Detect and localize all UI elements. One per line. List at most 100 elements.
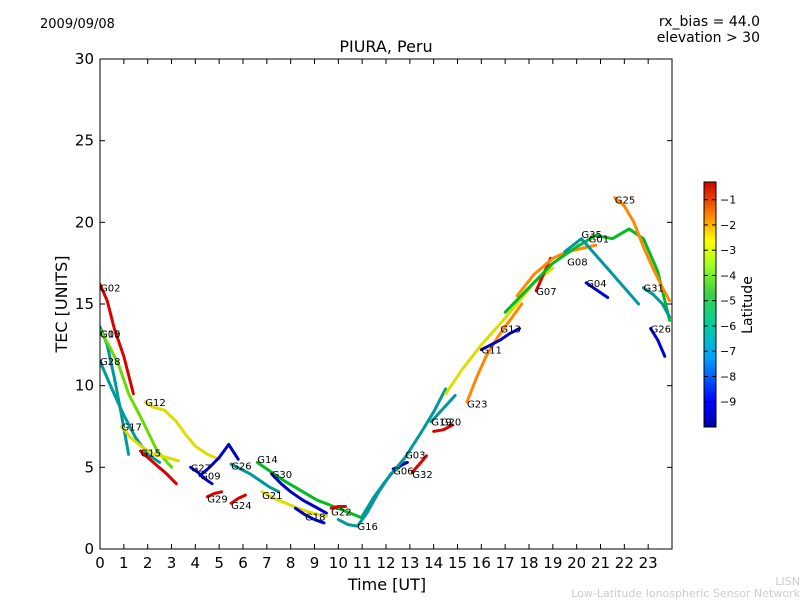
series-g17 bbox=[120, 425, 181, 463]
x-tick-label: 6 bbox=[238, 554, 248, 572]
y-tick-label: 0 bbox=[84, 540, 94, 558]
series-g09 bbox=[198, 443, 240, 477]
series-g31 bbox=[641, 286, 672, 319]
colorbar-tick-label: −5 bbox=[720, 295, 736, 308]
y-axis: 0 5 10 15 20 25 30 bbox=[75, 50, 672, 558]
series-label-g11: G11 bbox=[481, 346, 501, 357]
x-tick-label: 5 bbox=[214, 554, 224, 572]
series-label-g17: G17 bbox=[121, 423, 141, 434]
x-tick-label: 23 bbox=[639, 554, 658, 572]
series-g26 bbox=[229, 462, 281, 494]
series-label-g21: G21 bbox=[262, 491, 282, 502]
series-g35 bbox=[563, 237, 641, 306]
series-label-g22: G22 bbox=[331, 507, 351, 518]
series-label-g29: G29 bbox=[207, 494, 227, 505]
series-g18 bbox=[293, 506, 326, 525]
series-label-g19: G19 bbox=[431, 418, 451, 429]
plot-frame bbox=[99, 58, 673, 550]
series-label-g12: G12 bbox=[145, 398, 165, 409]
series-label-g27: G27 bbox=[191, 463, 211, 474]
colorbar-ticks: −1 −2 −3 −4 −5 −6 −7 −8 −9 bbox=[704, 194, 736, 409]
y-tick-label: 10 bbox=[75, 377, 94, 395]
series-label-g30: G30 bbox=[272, 470, 292, 481]
series-label-g14: G14 bbox=[257, 455, 277, 466]
y-axis-label: TEC [UNITS] bbox=[52, 256, 71, 354]
series-label-g03: G03 bbox=[405, 450, 425, 461]
series-label-g23: G23 bbox=[467, 400, 487, 411]
x-tick-label: 7 bbox=[262, 554, 272, 572]
x-tick-label: 22 bbox=[615, 554, 634, 572]
y-tick-label: 5 bbox=[84, 458, 94, 476]
x-tick-label: 2 bbox=[143, 554, 153, 572]
series-g25 bbox=[613, 196, 672, 303]
colorbar-tick-label: −7 bbox=[720, 345, 736, 358]
x-tick-label: 20 bbox=[567, 554, 586, 572]
series-g32 bbox=[410, 454, 428, 474]
series-label-g28: G28 bbox=[100, 357, 120, 368]
series-g23 bbox=[465, 302, 524, 404]
x-tick-label: 1 bbox=[119, 554, 129, 572]
x-tick-label: 4 bbox=[191, 554, 201, 572]
series-g21 bbox=[260, 490, 328, 518]
x-tick-label: 15 bbox=[448, 554, 467, 572]
series-g11 bbox=[479, 327, 521, 352]
colorbar-tick-label: −8 bbox=[720, 370, 736, 383]
y-tick-label: 15 bbox=[75, 295, 94, 313]
x-tick-label: 16 bbox=[472, 554, 491, 572]
x-tick-label: 9 bbox=[310, 554, 320, 572]
x-tick-label: 8 bbox=[286, 554, 296, 572]
watermark-title: LISN bbox=[775, 575, 800, 588]
series-label-g08: G08 bbox=[567, 258, 587, 269]
y-tick-label: 20 bbox=[75, 213, 94, 231]
series-label-g18: G18 bbox=[305, 512, 325, 523]
colorbar-tick-label: −1 bbox=[720, 194, 736, 207]
series-label-g26b: G26 bbox=[651, 325, 671, 336]
series-g14 bbox=[255, 460, 364, 520]
chart-title: PIURA, Peru bbox=[339, 37, 433, 56]
series-g08 bbox=[515, 243, 598, 298]
series-label-g06: G06 bbox=[393, 467, 413, 478]
colorbar-tick-label: −3 bbox=[720, 244, 736, 257]
series-g04 bbox=[584, 281, 610, 299]
series-g12 bbox=[143, 400, 221, 461]
series-label-g20: G20 bbox=[441, 418, 461, 429]
colorbar-label: Latitude bbox=[740, 276, 756, 334]
colorbar bbox=[703, 181, 717, 428]
series-label-g26: G26 bbox=[231, 462, 251, 473]
elevation-label: elevation > 30 bbox=[656, 30, 760, 46]
series-g10 bbox=[100, 328, 173, 469]
series-g03 bbox=[360, 387, 448, 518]
series-label-g05: G05 bbox=[100, 329, 120, 340]
series-g02 bbox=[100, 282, 135, 396]
x-tick-label: 0 bbox=[95, 554, 105, 572]
series-label-g15: G15 bbox=[141, 449, 161, 460]
series-label-g25: G25 bbox=[615, 195, 635, 206]
colorbar-tick-label: −2 bbox=[720, 219, 736, 232]
colorbar-tick-label: −9 bbox=[720, 396, 736, 409]
x-tick-label: 10 bbox=[329, 554, 348, 572]
series-label-g02: G02 bbox=[100, 284, 120, 295]
x-tick-label: 21 bbox=[591, 554, 610, 572]
series-label-g32: G32 bbox=[412, 470, 432, 481]
x-tick-label: 17 bbox=[496, 554, 515, 572]
x-tick-label: 14 bbox=[424, 554, 443, 572]
series-g29 bbox=[205, 490, 224, 499]
series-label-g09: G09 bbox=[200, 472, 220, 483]
series-g24 bbox=[229, 493, 247, 505]
series-label-g07: G07 bbox=[536, 287, 556, 298]
series-g15 bbox=[139, 449, 178, 486]
series-label-g01: G01 bbox=[589, 235, 609, 246]
series-label-g13: G13 bbox=[500, 325, 520, 336]
watermark-subtitle: Low-Latitude Ionospheric Sensor Network bbox=[571, 587, 800, 600]
series-label-g35: G35 bbox=[581, 230, 601, 241]
colorbar-tick-label: −6 bbox=[720, 320, 736, 333]
x-tick-label: 19 bbox=[543, 554, 562, 572]
series-label-g04: G04 bbox=[586, 279, 606, 290]
x-axis: 0 1 2 3 4 5 6 7 8 9 10 11 12 13 14 15 16 17 18 19 20 21 22 23 bbox=[95, 59, 658, 572]
x-tick-label: 12 bbox=[376, 554, 395, 572]
series-label-g24: G24 bbox=[231, 501, 251, 512]
x-tick-label: 3 bbox=[167, 554, 177, 572]
x-axis-label: Time [UT] bbox=[347, 575, 426, 594]
